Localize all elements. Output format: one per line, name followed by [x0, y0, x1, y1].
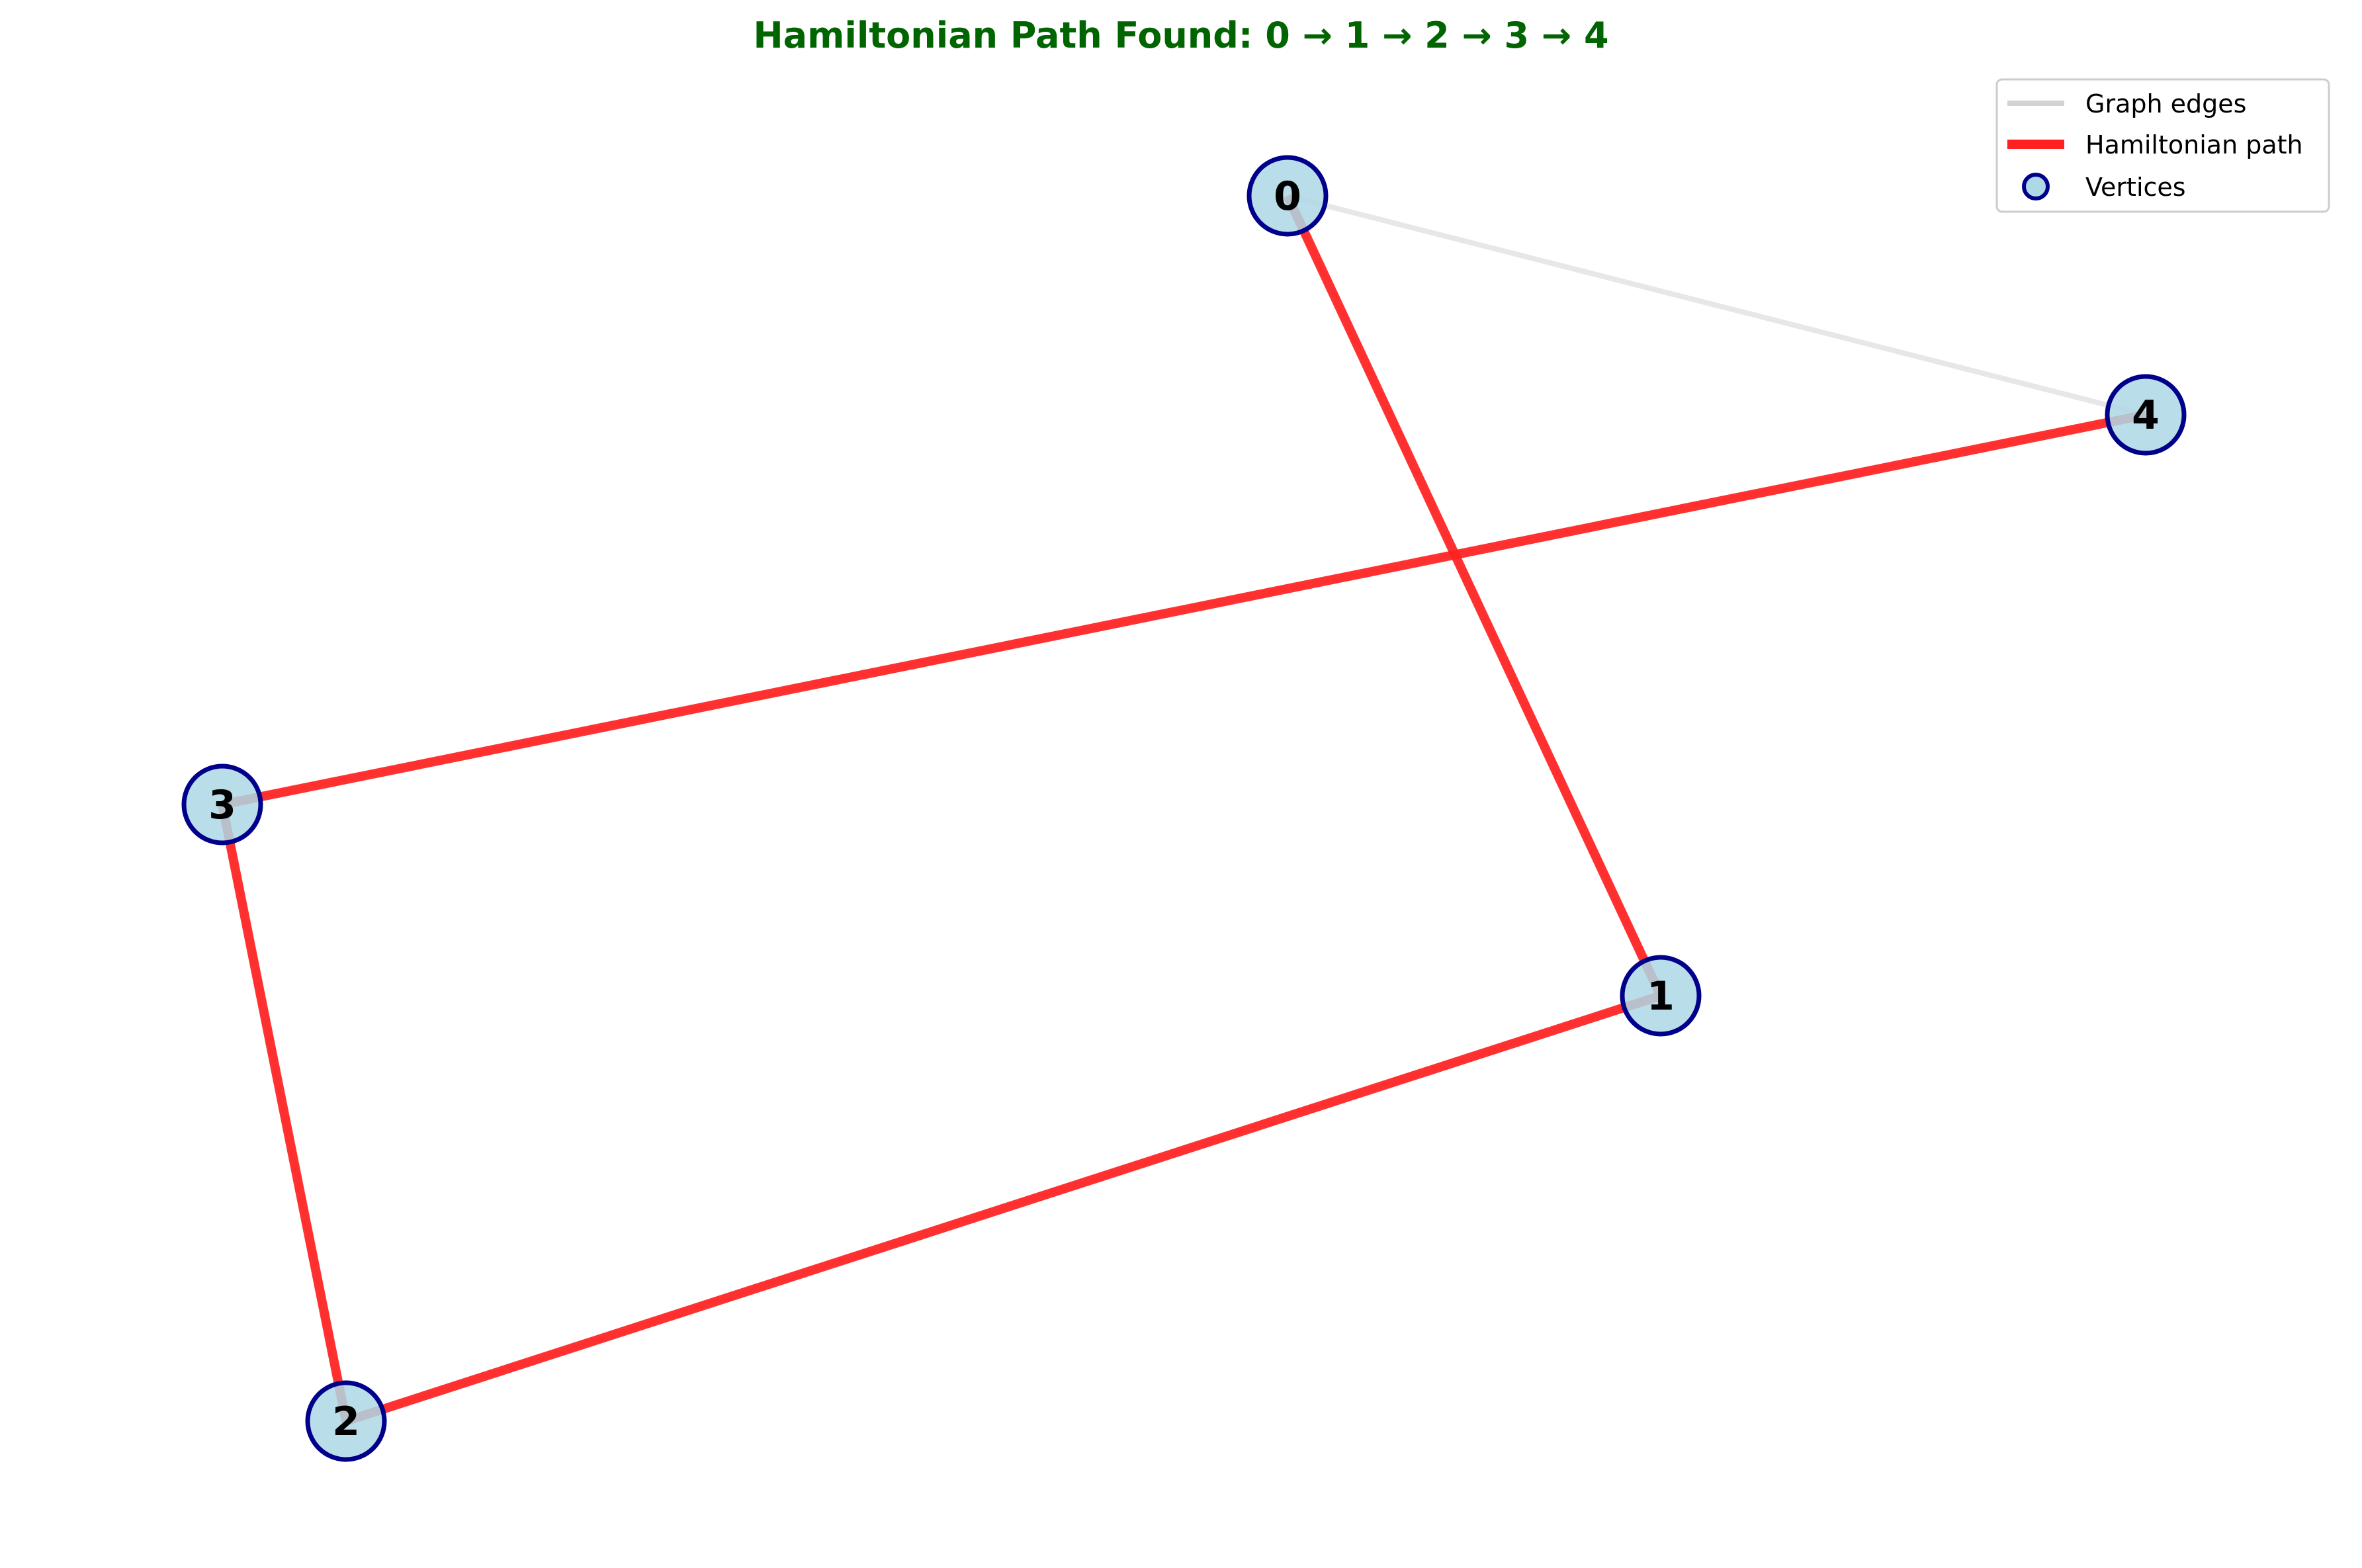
- diagram-title: Hamiltonian Path Found: 0 → 1 → 2 → 3 → …: [753, 15, 1608, 56]
- legend-vertices-swatch: [2022, 173, 2050, 200]
- vertex-2: 2: [305, 1380, 387, 1462]
- vertex-circle: [181, 763, 263, 846]
- vertex-1: 1: [1620, 955, 1702, 1037]
- vertex-3: 3: [181, 763, 263, 846]
- graph-edge-0-4: [1287, 193, 2146, 417]
- legend-graph-edges-label: Graph edges: [2085, 89, 2246, 118]
- path-edge-1-2: [344, 991, 1663, 1426]
- legend-frame: [1995, 78, 2330, 213]
- vertex-label: 3: [208, 782, 236, 828]
- legend-vertices-label: Vertices: [2085, 173, 2186, 202]
- vertex-circle: [2105, 374, 2187, 456]
- path-edge-0-1: [1283, 194, 1665, 998]
- vertex-label: 4: [2132, 392, 2160, 439]
- path-edge-2-3: [218, 803, 351, 1422]
- vertex-circle: [305, 1380, 387, 1462]
- vertex-circle: [1620, 955, 1702, 1037]
- vertex-circle: [1247, 155, 1329, 237]
- path-edge-3-4: [221, 410, 2147, 809]
- vertex-4: 4: [2105, 374, 2187, 456]
- vertex-label: 2: [332, 1399, 360, 1445]
- vertex-label: 1: [1647, 973, 1675, 1020]
- vertex-label: 0: [1274, 173, 1301, 220]
- vertices-layer: 0 1 2 3 4: [181, 155, 2187, 1462]
- vertex-0: 0: [1247, 155, 1329, 237]
- hamiltonian-path-layer: [218, 194, 2147, 1426]
- legend: Graph edges Hamiltonian path Vertices: [1995, 78, 2330, 213]
- legend-hamiltonian-path-label: Hamiltonian path: [2085, 130, 2303, 159]
